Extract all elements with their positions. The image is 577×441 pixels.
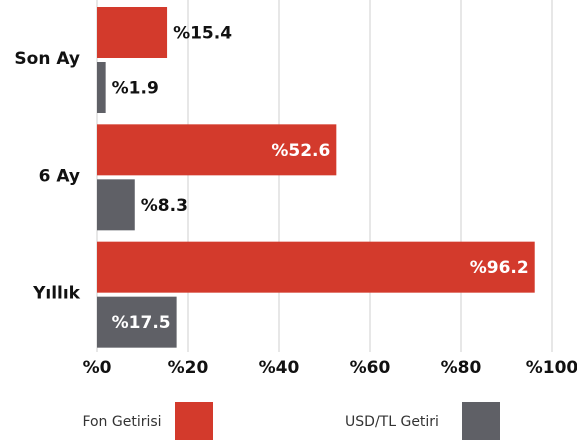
value-label: %17.5 xyxy=(112,313,171,333)
legend-swatch xyxy=(462,402,500,440)
x-tick-label: %100 xyxy=(526,358,577,378)
y-tick-label: Yıllık xyxy=(32,284,81,304)
legend-swatch xyxy=(175,402,213,440)
value-label: %1.9 xyxy=(112,79,159,99)
bar xyxy=(97,241,535,293)
x-tick-label: %40 xyxy=(259,358,300,378)
legend-label: Fon Getirisi xyxy=(82,414,161,430)
x-tick-label: %0 xyxy=(83,358,112,378)
y-tick-label: Son Ay xyxy=(14,49,80,69)
legend-label: USD/TL Getiri xyxy=(345,414,439,430)
x-tick-label: %60 xyxy=(350,358,391,378)
bar xyxy=(97,179,135,231)
bar xyxy=(97,7,168,58)
bar xyxy=(97,296,177,348)
y-tick-label: 6 Ay xyxy=(39,166,80,186)
bar xyxy=(97,124,337,176)
value-label: %52.6 xyxy=(271,141,330,161)
x-tick-label: %80 xyxy=(441,358,482,378)
value-label: %15.4 xyxy=(173,24,232,44)
value-label: %96.2 xyxy=(470,258,529,278)
value-label: %8.3 xyxy=(141,196,188,216)
x-tick-label: %20 xyxy=(168,358,209,378)
bar xyxy=(97,62,106,113)
